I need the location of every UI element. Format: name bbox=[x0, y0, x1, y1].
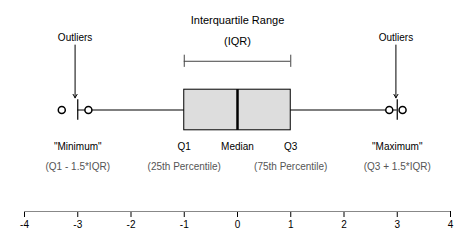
svg-text:Outliers: Outliers bbox=[58, 32, 92, 43]
svg-text:3: 3 bbox=[394, 219, 400, 230]
svg-text:-3: -3 bbox=[73, 219, 82, 230]
svg-text:"Minimum": "Minimum" bbox=[54, 141, 102, 152]
svg-text:Median: Median bbox=[221, 141, 254, 152]
svg-text:Outliers: Outliers bbox=[379, 32, 413, 43]
svg-text:(25th Percentile): (25th Percentile) bbox=[148, 161, 221, 172]
svg-text:Interquartile Range: Interquartile Range bbox=[191, 14, 285, 26]
svg-text:"Maximum": "Maximum" bbox=[372, 141, 423, 152]
svg-text:Q3: Q3 bbox=[284, 141, 298, 152]
svg-text:-1: -1 bbox=[180, 219, 189, 230]
svg-text:4: 4 bbox=[448, 219, 454, 230]
svg-text:1: 1 bbox=[288, 219, 294, 230]
svg-text:Q1: Q1 bbox=[178, 141, 192, 152]
svg-text:(Q1 - 1.5*IQR): (Q1 - 1.5*IQR) bbox=[46, 161, 110, 172]
svg-text:(Q3 + 1.5*IQR): (Q3 + 1.5*IQR) bbox=[364, 161, 431, 172]
svg-text:(IQR): (IQR) bbox=[224, 35, 251, 47]
svg-text:-2: -2 bbox=[127, 219, 136, 230]
svg-text:-4: -4 bbox=[20, 219, 29, 230]
svg-text:2: 2 bbox=[341, 219, 347, 230]
svg-text:(75th Percentile): (75th Percentile) bbox=[254, 161, 327, 172]
svg-text:0: 0 bbox=[235, 219, 241, 230]
